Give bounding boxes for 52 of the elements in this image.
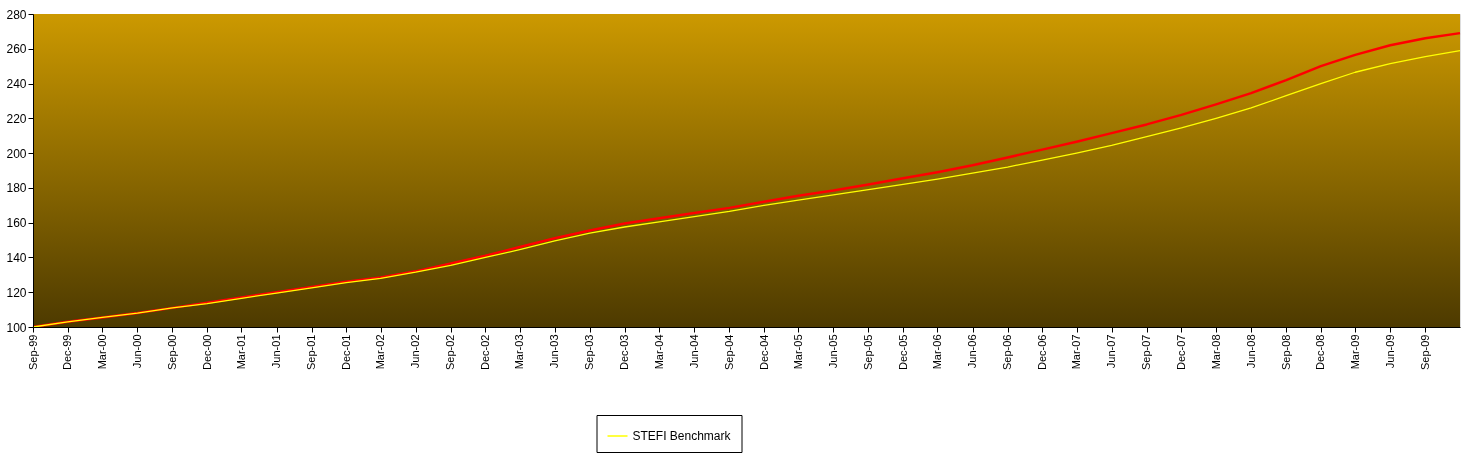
x-tick-label: Jun-02 — [409, 334, 422, 369]
x-tick-label: Jun-09 — [1383, 334, 1396, 369]
y-tick-label: 140 — [6, 250, 27, 265]
x-tick-label: Jun-08 — [1244, 334, 1257, 369]
x-tick-label: Dec-06 — [1035, 334, 1048, 370]
y-tick-label: 200 — [6, 146, 27, 161]
x-tick-label: Sep-04 — [722, 334, 735, 370]
x-tick-label: Sep-99 — [26, 334, 39, 370]
x-tick-label: Dec-05 — [896, 334, 909, 370]
x-tick-label: Mar-09 — [1348, 334, 1361, 370]
y-tick-label: 240 — [6, 77, 27, 92]
x-tick-label: Sep-03 — [583, 334, 596, 370]
x-tick-label: Mar-04 — [652, 334, 665, 370]
x-tick-label: Mar-02 — [374, 334, 387, 370]
x-tick-label: Mar-00 — [95, 334, 108, 370]
x-tick-label: Dec-04 — [757, 334, 770, 370]
x-tick-label: Sep-02 — [444, 334, 457, 370]
x-tick-label: Mar-01 — [234, 334, 247, 370]
x-tick-label: Jun-03 — [548, 334, 561, 369]
x-tick-label: Sep-00 — [166, 334, 178, 370]
y-tick-label: 100 — [6, 320, 27, 335]
y-tick-label: 160 — [6, 216, 27, 231]
x-tick-label: Dec-01 — [339, 334, 352, 370]
x-tick-label: Sep-06 — [1001, 334, 1014, 370]
y-tick-label: 120 — [6, 285, 27, 300]
x-tick-label: Jun-05 — [826, 334, 839, 369]
x-tick-label: Sep-08 — [1279, 334, 1292, 370]
x-tick-label: Jun-06 — [966, 334, 979, 369]
x-tick-label: Jun-07 — [1105, 334, 1118, 369]
y-tick-label: 280 — [6, 7, 27, 22]
x-tick-label: Mar-07 — [1070, 334, 1083, 370]
x-tick-label: Dec-08 — [1314, 334, 1327, 370]
x-tick-label: Sep-01 — [305, 334, 318, 370]
x-tick-label: Sep-09 — [1418, 334, 1431, 370]
x-tick-label: Mar-08 — [1209, 334, 1222, 370]
x-tick-label: Mar-05 — [791, 334, 804, 370]
x-tick-label: Mar-03 — [513, 334, 526, 370]
x-tick-label: Dec-00 — [200, 334, 213, 370]
x-tick-label: Sep-05 — [861, 334, 874, 370]
legend-label: STEFI Benchmark — [632, 429, 732, 443]
x-tick-label: Dec-03 — [618, 334, 631, 370]
x-tick-label: Jun-01 — [270, 334, 283, 369]
x-tick-label: Mar-06 — [930, 334, 943, 370]
y-tick-label: 220 — [6, 111, 27, 126]
x-tick-label: Sep-07 — [1140, 334, 1153, 370]
x-tick-label: Jun-00 — [130, 334, 143, 369]
x-tick-label: Dec-02 — [478, 334, 491, 370]
y-tick-label: 180 — [6, 181, 27, 196]
x-tick-label: Jun-04 — [687, 334, 700, 369]
y-tick-label: 260 — [6, 42, 27, 57]
x-tick-label: Dec-99 — [61, 334, 74, 370]
x-tick-label: Dec-07 — [1174, 334, 1187, 370]
